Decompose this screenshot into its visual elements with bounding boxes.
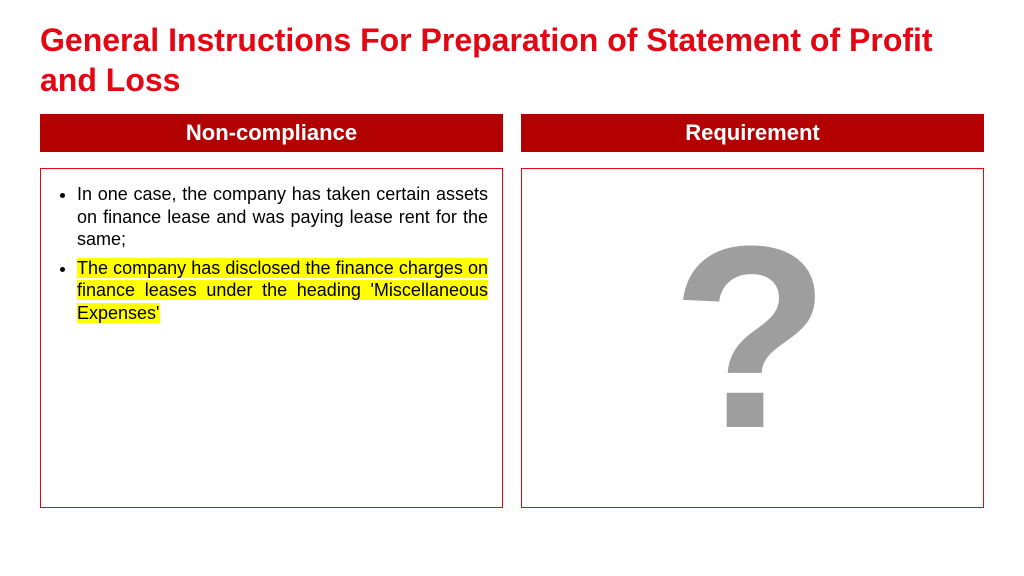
right-column-body: ? (521, 168, 984, 508)
noncompliance-list: In one case, the company has taken certa… (51, 183, 488, 324)
bullet-text: In one case, the company has taken certa… (77, 184, 488, 249)
left-column-header: Non-compliance (40, 114, 503, 154)
left-column: Non-compliance In one case, the company … (40, 114, 503, 508)
question-mark-icon: ? (671, 208, 830, 468)
left-column-body: In one case, the company has taken certa… (40, 168, 503, 508)
two-column-layout: Non-compliance In one case, the company … (40, 114, 984, 508)
bullet-text-highlighted: The company has disclosed the finance ch… (77, 258, 488, 323)
page-title: General Instructions For Preparation of … (40, 20, 984, 100)
right-column: Requirement ? (521, 114, 984, 508)
right-column-header: Requirement (521, 114, 984, 154)
list-item: The company has disclosed the finance ch… (77, 257, 488, 325)
question-mark-container: ? (532, 183, 969, 493)
list-item: In one case, the company has taken certa… (77, 183, 488, 251)
